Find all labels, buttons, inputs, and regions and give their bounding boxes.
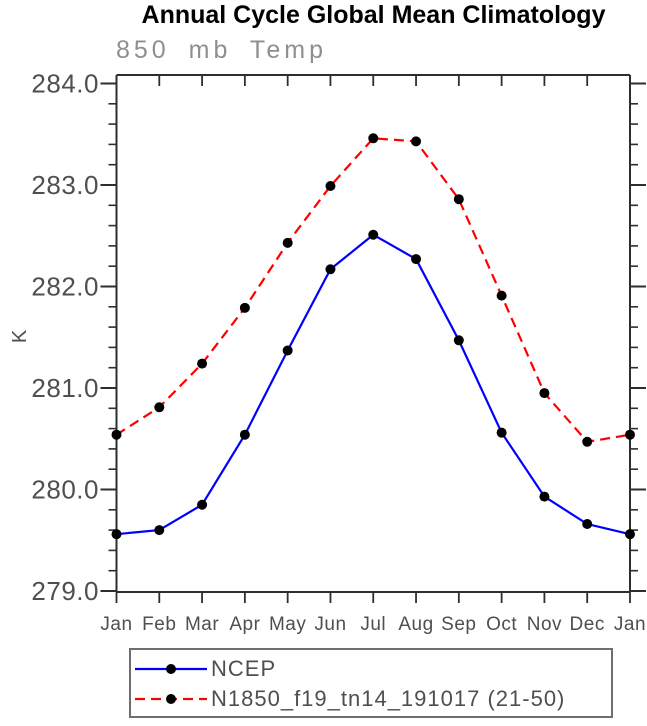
y-tick-label: 282.0 [31, 272, 99, 302]
legend-marker-icon [166, 664, 176, 674]
x-tick-label: Mar [185, 614, 219, 635]
x-tick-label: Sep [441, 614, 476, 635]
data-point-marker [625, 529, 635, 540]
data-point-marker [368, 229, 379, 240]
plot-area: Jan Feb Mar Apr May Jun Jul Aug Sep Oct Nov Dec Jan2… [31, 69, 646, 635]
y-tick-label: 279.0 [31, 576, 99, 606]
x-tick-label: Dec [570, 614, 605, 635]
data-point-marker [282, 237, 293, 248]
legend-item-n1850: N1850_f19_tn14_191017 (21-50) [131, 686, 566, 711]
data-point-marker [197, 358, 208, 369]
x-tick-label: Nov [527, 614, 562, 635]
legend-box: NCEP N1850_f19_tn14_191017 (21-50) [129, 648, 613, 718]
data-point-marker [411, 136, 422, 147]
data-point-marker [239, 429, 250, 440]
data-point-marker [496, 290, 507, 301]
chart-title: Annual Cycle Global Mean Climatology [141, 1, 606, 29]
legend-item-label: NCEP [211, 656, 277, 681]
x-tick-label: Aug [398, 614, 433, 635]
legend-item-label: N1850_f19_tn14_191017 (21-50) [211, 686, 566, 711]
y-tick-label: 284.0 [31, 69, 99, 99]
data-point-marker [453, 194, 464, 205]
series-line-0 [116, 233, 631, 536]
y-tick-label: 283.0 [31, 170, 99, 200]
chart-subtitle: 850 mb Temp [116, 36, 328, 64]
data-point-marker [496, 427, 507, 438]
y-tick-label: 281.0 [31, 373, 99, 403]
x-tick-label: Jun [314, 614, 346, 635]
data-point-marker [111, 529, 122, 540]
data-point-marker [539, 388, 550, 399]
data-point-marker [154, 525, 165, 536]
data-point-marker [282, 345, 293, 356]
data-point-marker [411, 254, 422, 265]
data-point-marker [582, 519, 593, 530]
data-point-marker [582, 436, 593, 447]
legend-item-ncep: NCEP [131, 656, 277, 681]
data-point-marker [325, 264, 336, 275]
data-point-marker [539, 491, 550, 502]
x-tick-label: Oct [486, 614, 517, 635]
legend-marker-icon [166, 694, 176, 704]
y-tick-label: 280.0 [31, 475, 99, 505]
x-tick-label: Jan [100, 614, 132, 635]
legend-line-sample-dashed [135, 694, 207, 704]
data-point-marker [453, 335, 464, 346]
data-point-marker [625, 429, 635, 440]
data-point-marker [368, 133, 379, 144]
x-tick-label: Apr [229, 614, 260, 635]
x-tick-label: Feb [142, 614, 176, 635]
data-point-marker [239, 302, 250, 313]
data-point-marker [325, 181, 336, 192]
legend-line-sample-solid [135, 664, 207, 674]
data-point-marker [154, 402, 165, 413]
x-tick-label: May [269, 614, 306, 635]
x-tick-label: Jul [360, 614, 386, 635]
data-point-marker [111, 429, 122, 440]
data-point-marker [197, 499, 208, 510]
series-line-1 [115, 137, 631, 443]
x-tick-label: Jan [614, 614, 646, 635]
